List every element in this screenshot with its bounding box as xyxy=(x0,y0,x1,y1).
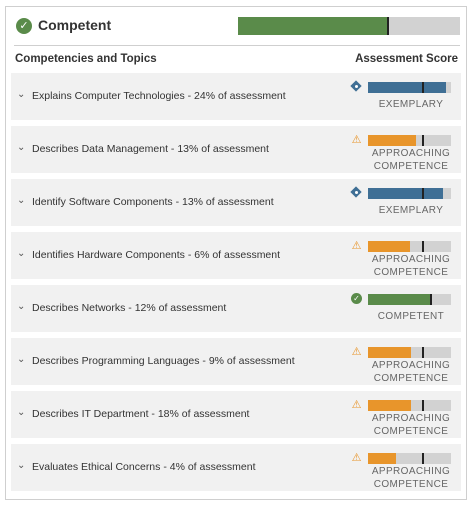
competency-row[interactable]: ⌄ Describes Data Management - 13% of asse… xyxy=(11,126,461,173)
chevron-down-icon[interactable]: ⌄ xyxy=(17,248,26,259)
competency-row[interactable]: ⌄ Describes Programming Languages - 9% of… xyxy=(11,338,461,385)
score-bar-fill xyxy=(368,347,412,358)
score-level-label: EXEMPLARY xyxy=(378,205,444,216)
score-bar-fill xyxy=(368,453,397,464)
score-bar-marker xyxy=(421,400,424,411)
competency-list: ⌄ Explains Computer Technologies - 24% of… xyxy=(11,73,461,497)
exemplary-diamond-icon xyxy=(350,186,362,198)
score-bar-fill xyxy=(368,188,443,199)
chevron-down-icon[interactable]: ⌄ xyxy=(17,407,26,418)
score-bar-marker xyxy=(421,135,424,146)
chevron-down-icon[interactable]: ⌄ xyxy=(17,142,26,153)
competency-label: Describes Data Management - 13% of asses… xyxy=(32,143,269,155)
score-bar xyxy=(368,135,451,146)
chevron-down-icon[interactable]: ⌄ xyxy=(17,354,26,365)
competency-label: Describes Programming Languages - 9% of … xyxy=(32,355,295,367)
score-bar-marker xyxy=(421,82,424,93)
chevron-down-icon[interactable]: ⌄ xyxy=(17,460,26,471)
competency-row[interactable]: ⌄ Evaluates Ethical Concerns - 4% of asse… xyxy=(11,444,461,491)
competency-row[interactable]: ⌄ Identifies Hardware Components - 6% of … xyxy=(11,232,461,279)
score-level-label: APPROACHING COMPETENCE xyxy=(371,254,451,278)
score-bar-fill xyxy=(368,294,432,305)
competency-label: Evaluates Ethical Concerns - 4% of asses… xyxy=(32,461,256,473)
competency-row[interactable]: ⌄ Explains Computer Technologies - 24% of… xyxy=(11,73,461,120)
score-bar xyxy=(368,294,451,305)
competency-label: Describes IT Department - 18% of assessm… xyxy=(32,408,250,420)
score-bar xyxy=(368,82,451,93)
divider xyxy=(14,45,460,46)
competency-label: Identify Software Components - 13% of as… xyxy=(32,196,274,208)
score-bar xyxy=(368,400,451,411)
chevron-down-icon[interactable]: ⌄ xyxy=(17,195,26,206)
score-bar-fill xyxy=(368,400,412,411)
warning-icon: ⚠ xyxy=(351,451,362,464)
overall-status-label: Competent xyxy=(38,17,112,33)
overall-score-fill xyxy=(238,17,389,35)
warning-icon: ⚠ xyxy=(351,239,362,252)
score-level-label: APPROACHING COMPETENCE xyxy=(371,360,451,384)
overall-status-header: ✓ Competent xyxy=(6,7,466,45)
score-bar-marker xyxy=(421,453,424,464)
exemplary-diamond-icon xyxy=(350,80,362,92)
competency-row[interactable]: ⌄ Describes Networks - 12% of assessment ✓… xyxy=(11,285,461,332)
score-bar-marker xyxy=(421,347,424,358)
score-bar xyxy=(368,188,451,199)
score-level-label: APPROACHING COMPETENCE xyxy=(371,466,451,490)
score-bar-fill xyxy=(368,82,447,93)
score-bar-marker xyxy=(421,241,424,252)
score-bar xyxy=(368,347,451,358)
competency-row[interactable]: ⌄ Identify Software Components - 13% of a… xyxy=(11,179,461,226)
check-circle-icon: ✓ xyxy=(16,18,32,34)
warning-icon: ⚠ xyxy=(351,345,362,358)
score-bar-fill xyxy=(368,135,417,146)
warning-icon: ⚠ xyxy=(351,133,362,146)
score-level-label: APPROACHING COMPETENCE xyxy=(371,413,451,437)
score-level-label: COMPETENT xyxy=(377,311,445,322)
competency-panel: ✓ Competent Competencies and Topics Asse… xyxy=(5,6,467,500)
column-header-topics: Competencies and Topics xyxy=(15,53,157,65)
competency-label: Describes Networks - 12% of assessment xyxy=(32,302,227,314)
chevron-down-icon[interactable]: ⌄ xyxy=(17,89,26,100)
score-bar-marker xyxy=(421,188,424,199)
warning-icon: ⚠ xyxy=(351,398,362,411)
chevron-down-icon[interactable]: ⌄ xyxy=(17,301,26,312)
score-level-label: EXEMPLARY xyxy=(378,99,444,110)
score-bar xyxy=(368,241,451,252)
overall-score-bar xyxy=(238,17,460,35)
top-strip xyxy=(0,0,474,6)
score-bar xyxy=(368,453,451,464)
competency-label: Identifies Hardware Components - 6% of a… xyxy=(32,249,281,261)
competency-row[interactable]: ⌄ Describes IT Department - 18% of assess… xyxy=(11,391,461,438)
check-circle-icon: ✓ xyxy=(351,293,362,304)
competency-label: Explains Computer Technologies - 24% of … xyxy=(32,90,286,102)
column-header-score: Assessment Score xyxy=(355,53,458,65)
score-level-label: APPROACHING COMPETENCE xyxy=(371,148,451,172)
score-bar-fill xyxy=(368,241,411,252)
overall-score-marker xyxy=(386,17,389,35)
score-bar-marker xyxy=(430,294,433,305)
